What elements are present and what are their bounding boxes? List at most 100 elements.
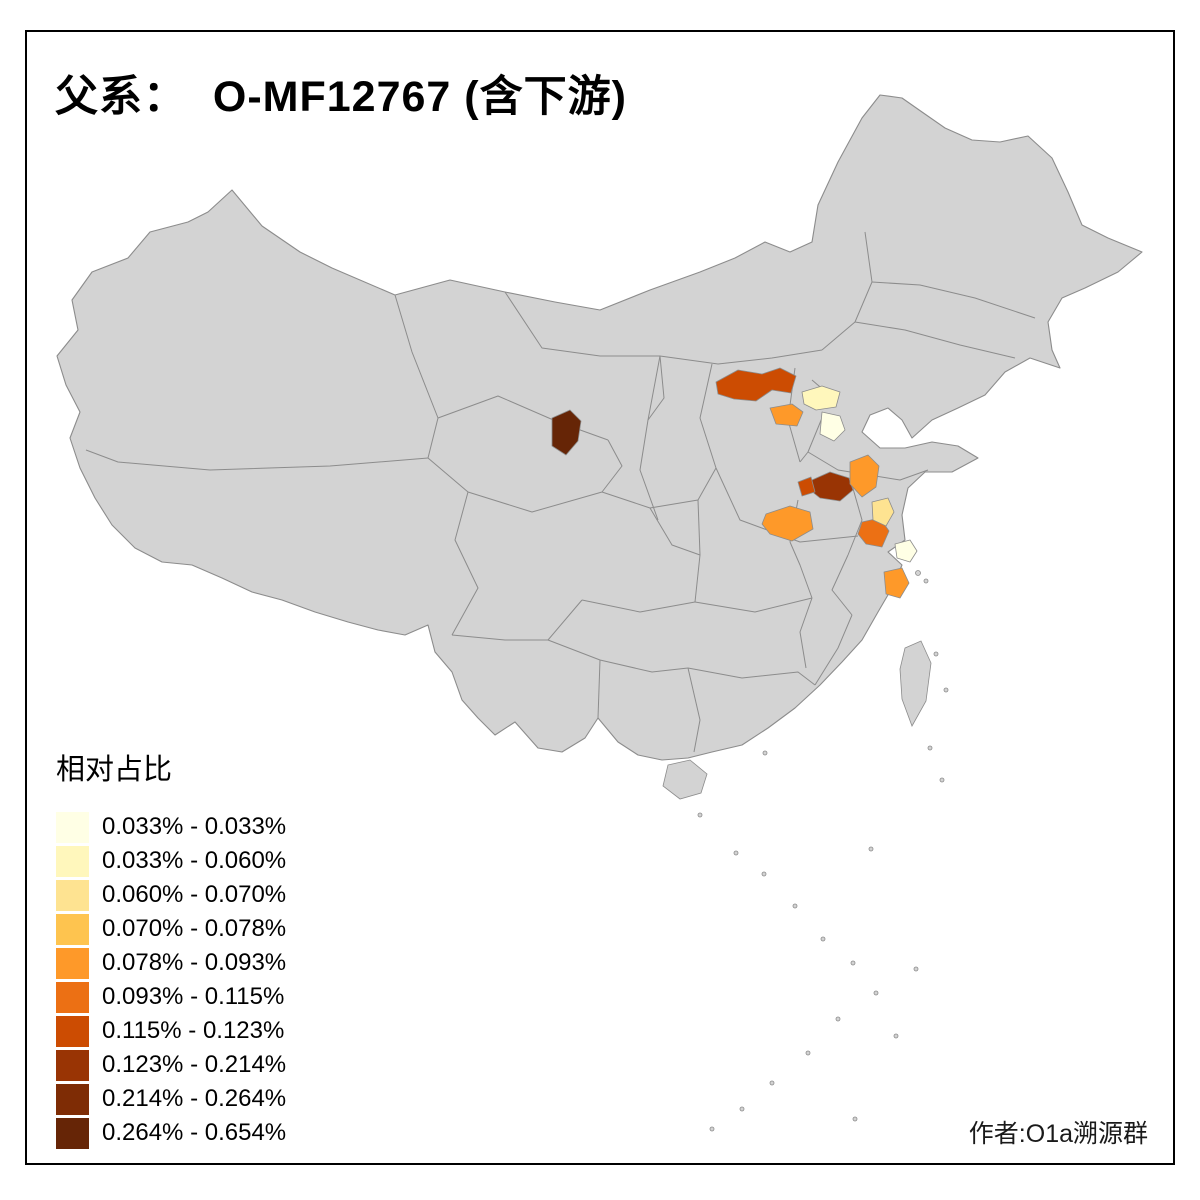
province-border [799, 451, 809, 463]
island-dot [868, 846, 874, 852]
legend-label: 0.123% - 0.214% [102, 1051, 287, 1078]
island-dot [852, 1116, 858, 1122]
province-border [85, 449, 429, 471]
legend-row: 0.093% - 0.115% [56, 980, 286, 1014]
province-border [694, 597, 813, 613]
island-dot [850, 960, 856, 966]
map-region-13 [883, 567, 910, 599]
legend-swatch [56, 1117, 89, 1149]
legend-label: 0.033% - 0.060% [102, 847, 287, 874]
island-dot [939, 777, 945, 783]
island-dot [913, 966, 919, 972]
island-dot [943, 687, 949, 693]
province-border [581, 599, 696, 613]
map-region-5 [551, 409, 582, 456]
legend-swatch [56, 1083, 89, 1115]
legend-label: 0.070% - 0.078% [102, 915, 287, 942]
island-dot [769, 1080, 775, 1086]
map-region-11 [871, 497, 895, 527]
map-region-2 [801, 385, 841, 411]
island-dot [915, 570, 921, 576]
legend-label: 0.078% - 0.093% [102, 949, 287, 976]
legend-row: 0.033% - 0.060% [56, 844, 286, 878]
province-border [467, 491, 603, 513]
island-dot [927, 745, 933, 751]
map-region-7 [797, 476, 816, 497]
legend-label: 0.033% - 0.033% [102, 813, 287, 840]
legend-swatch [56, 947, 89, 979]
map-region-8 [849, 454, 880, 498]
island-dot [805, 1050, 811, 1056]
province-border [649, 499, 701, 556]
island-dot [835, 1016, 841, 1022]
legend-swatch [56, 1015, 89, 1047]
legend-row: 0.123% - 0.214% [56, 1048, 286, 1082]
island-dot [923, 578, 929, 584]
legend-swatch [56, 1049, 89, 1081]
province-border [597, 659, 601, 719]
legend-label: 0.093% - 0.115% [102, 983, 285, 1010]
province-border [687, 667, 816, 686]
map-region-4 [819, 411, 846, 442]
legend: 相对占比 0.033% - 0.033% 0.033% - 0.060% 0.060… [56, 746, 286, 1150]
legend-label: 0.214% - 0.264% [102, 1085, 287, 1112]
island-dot [792, 903, 798, 909]
province-border [821, 231, 873, 351]
province-border [854, 321, 1016, 359]
island-dot [709, 1126, 715, 1132]
legend-label: 0.060% - 0.070% [102, 881, 287, 908]
legend-swatch [56, 981, 89, 1013]
province-border [789, 541, 813, 599]
province-border [547, 599, 583, 641]
province-borders [85, 231, 1036, 753]
map-region-9 [761, 505, 814, 542]
province-border [871, 281, 1036, 319]
legend-row: 0.264% - 0.654% [56, 1116, 286, 1150]
province-border [394, 294, 439, 459]
legend-swatch [56, 913, 89, 945]
province-border [601, 439, 623, 493]
legend-row: 0.115% - 0.123% [56, 1014, 286, 1048]
island-dot [733, 850, 739, 856]
province-border [699, 363, 717, 469]
legend-row: 0.070% - 0.078% [56, 912, 286, 946]
legend-row: 0.078% - 0.093% [56, 946, 286, 980]
legend-row: 0.060% - 0.070% [56, 878, 286, 912]
province-border [831, 554, 853, 616]
hainan-island [662, 759, 708, 800]
province-border [647, 355, 665, 421]
map-layer [56, 94, 1143, 1132]
province-border [807, 417, 929, 481]
highlighted-regions [551, 367, 918, 599]
legend-items: 0.033% - 0.033% 0.033% - 0.060% 0.060% - 0… [56, 810, 286, 1150]
island-dot [697, 812, 703, 818]
map-region-3 [769, 403, 804, 427]
legend-title: 相对占比 [56, 754, 173, 786]
province-border [847, 477, 863, 556]
attribution: 作者:O1a溯源群 [968, 1120, 1148, 1148]
island-dot [893, 1033, 899, 1039]
china-mainland-outline [56, 94, 1143, 761]
map-region-1 [715, 367, 797, 402]
province-border [547, 639, 689, 673]
island-dot [820, 936, 826, 942]
country-base [56, 94, 1143, 1132]
legend-row: 0.033% - 0.033% [56, 810, 286, 844]
legend-label: 0.264% - 0.654% [102, 1119, 287, 1146]
island-dot [739, 1106, 745, 1112]
island-dot [762, 750, 768, 756]
province-border [799, 597, 813, 669]
legend-swatch [56, 811, 89, 843]
legend-swatch [56, 845, 89, 877]
province-border [427, 457, 479, 636]
province-border [814, 614, 853, 686]
island-dot [873, 990, 879, 996]
map-region-12 [894, 539, 918, 563]
province-border [694, 554, 701, 603]
island-dot [933, 651, 939, 657]
legend-row: 0.214% - 0.264% [56, 1082, 286, 1116]
province-border [639, 355, 661, 521]
province-border [437, 395, 609, 441]
island-dot [761, 871, 767, 877]
